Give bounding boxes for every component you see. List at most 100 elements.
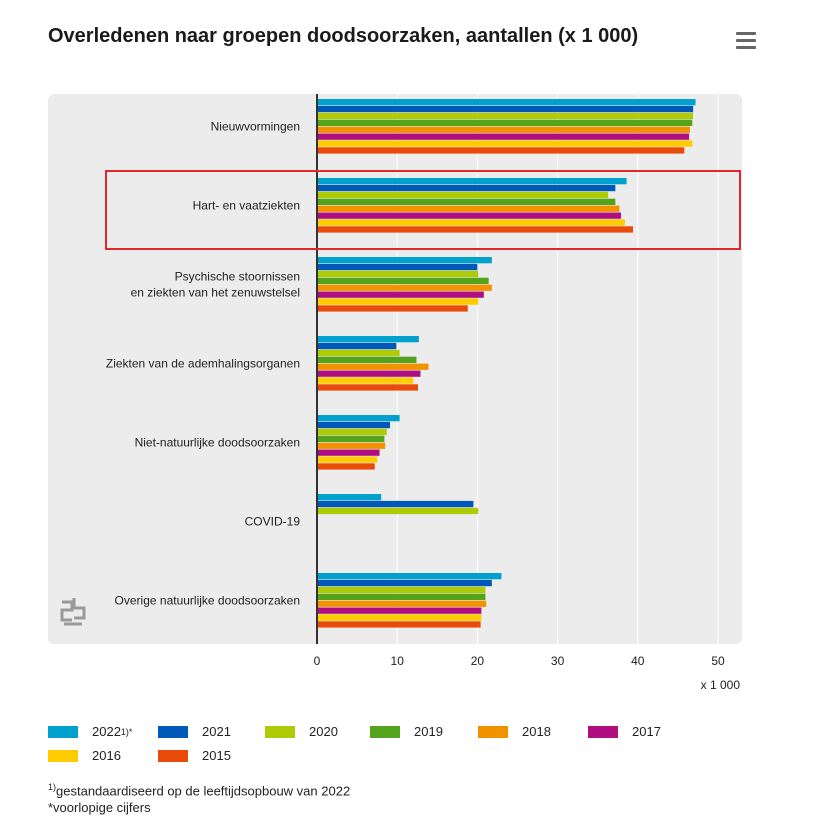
bar (317, 507, 479, 515)
bar (317, 607, 482, 614)
legend-label: 2019 (414, 724, 443, 739)
bar (317, 126, 690, 133)
bar (317, 112, 694, 120)
bar (317, 336, 419, 343)
bar (317, 349, 400, 357)
bar (317, 105, 694, 113)
bar (317, 284, 492, 291)
bar (317, 363, 429, 370)
legend-label: 2015 (202, 748, 231, 763)
footnote-1-marker: 1) (48, 782, 57, 792)
category-label: Hart- en vaatziekten (193, 199, 300, 213)
highlight-box (105, 170, 741, 250)
bar (317, 377, 414, 384)
bar (317, 219, 625, 226)
bar (317, 147, 685, 154)
legend-label-sup: 1)* (120, 726, 133, 737)
bar (317, 205, 620, 212)
bar (317, 384, 419, 391)
bar (317, 257, 492, 264)
x-tick-label: 0 (314, 654, 321, 668)
bar (317, 621, 481, 628)
bar (317, 586, 486, 594)
footnote-1: 1)gestandaardiseerd op de leeftijdsopbou… (48, 782, 350, 798)
legend-swatch (48, 725, 78, 738)
x-axis-label: x 1 000 (701, 678, 741, 692)
category-label: Overige natuurlijke doodsoorzaken (115, 594, 300, 608)
bar (317, 415, 400, 422)
bar (317, 370, 421, 377)
legend-item[interactable]: 2021 (158, 724, 231, 739)
category-label: Niet-natuurlijke doodsoorzaken (135, 436, 300, 450)
bar-chart: Nieuwvormingen Hart- en vaatziekten Psychi… (48, 94, 742, 692)
bar (317, 178, 627, 185)
bar (317, 428, 387, 436)
bar (317, 119, 693, 126)
legend-swatch (588, 725, 618, 738)
bars (317, 99, 696, 628)
x-tick-label: 30 (551, 654, 565, 668)
bar (317, 342, 397, 350)
bar (317, 184, 616, 192)
legend-item[interactable]: 2018 (478, 724, 551, 739)
category-label: Ziekten van de ademhalingsorganen (106, 357, 300, 371)
legend-swatch (478, 725, 508, 738)
footnote-1-text: gestandaardiseerd op de leeftijdsopbouw … (56, 783, 351, 799)
bar (317, 500, 474, 508)
bar (317, 198, 616, 205)
bar (317, 356, 417, 363)
legend-item[interactable]: 2016 (48, 748, 121, 763)
legend-item[interactable]: 2015 (158, 748, 231, 763)
legend-label: 2022 (92, 724, 121, 739)
bar (317, 133, 690, 140)
bar (317, 140, 693, 147)
bar (317, 291, 484, 298)
legend-label: 2018 (522, 724, 551, 739)
bar (317, 494, 382, 501)
bar (317, 191, 609, 199)
legend-label: 2017 (632, 724, 661, 739)
bar (317, 277, 489, 284)
legend-swatch (265, 725, 295, 738)
bar (317, 593, 486, 600)
bar (317, 212, 621, 219)
bar (317, 226, 633, 233)
bar (317, 614, 482, 621)
legend-swatch (48, 749, 78, 762)
x-tick-labels: 0 10 20 30 40 50 (314, 654, 725, 668)
x-tick-label: 10 (391, 654, 405, 668)
bar (317, 99, 696, 106)
x-tick-label: 20 (471, 654, 485, 668)
legend-label: 2021 (202, 724, 231, 739)
category-labels: Nieuwvormingen Hart- en vaatziekten Psychi… (106, 120, 300, 608)
bar (317, 442, 386, 449)
x-tick-label: 50 (711, 654, 725, 668)
legend-item[interactable]: 2020 (265, 724, 338, 739)
bar (317, 298, 479, 305)
category-label: Psychische stoornissen (175, 270, 300, 284)
chart-title: Overledenen naar groepen doodsoorzaken, … (48, 25, 639, 47)
bar (317, 456, 378, 463)
x-tick-label: 40 (631, 654, 645, 668)
bar (317, 600, 487, 607)
legend-item[interactable]: 2019 (370, 724, 443, 739)
legend-swatch (370, 725, 400, 738)
bar (317, 573, 502, 580)
hamburger-menu-icon[interactable] (736, 32, 756, 50)
footnote-2: *voorlopige cijfers (48, 800, 151, 815)
category-label: en ziekten van het zenuwstelsel (131, 286, 300, 300)
category-label: COVID-19 (245, 515, 301, 529)
legend-item[interactable]: 2022 1)* (48, 724, 132, 739)
legend-swatch (158, 725, 188, 738)
bar (317, 435, 385, 442)
category-label: Nieuwvormingen (211, 120, 300, 134)
legend-label: 2020 (309, 724, 338, 739)
bar (317, 579, 492, 587)
legend-label: 2016 (92, 748, 121, 763)
bar (317, 263, 478, 271)
bar (317, 449, 380, 456)
bar (317, 305, 468, 312)
bar (317, 270, 479, 278)
bar (317, 421, 390, 429)
legend-item[interactable]: 2017 (588, 724, 661, 739)
